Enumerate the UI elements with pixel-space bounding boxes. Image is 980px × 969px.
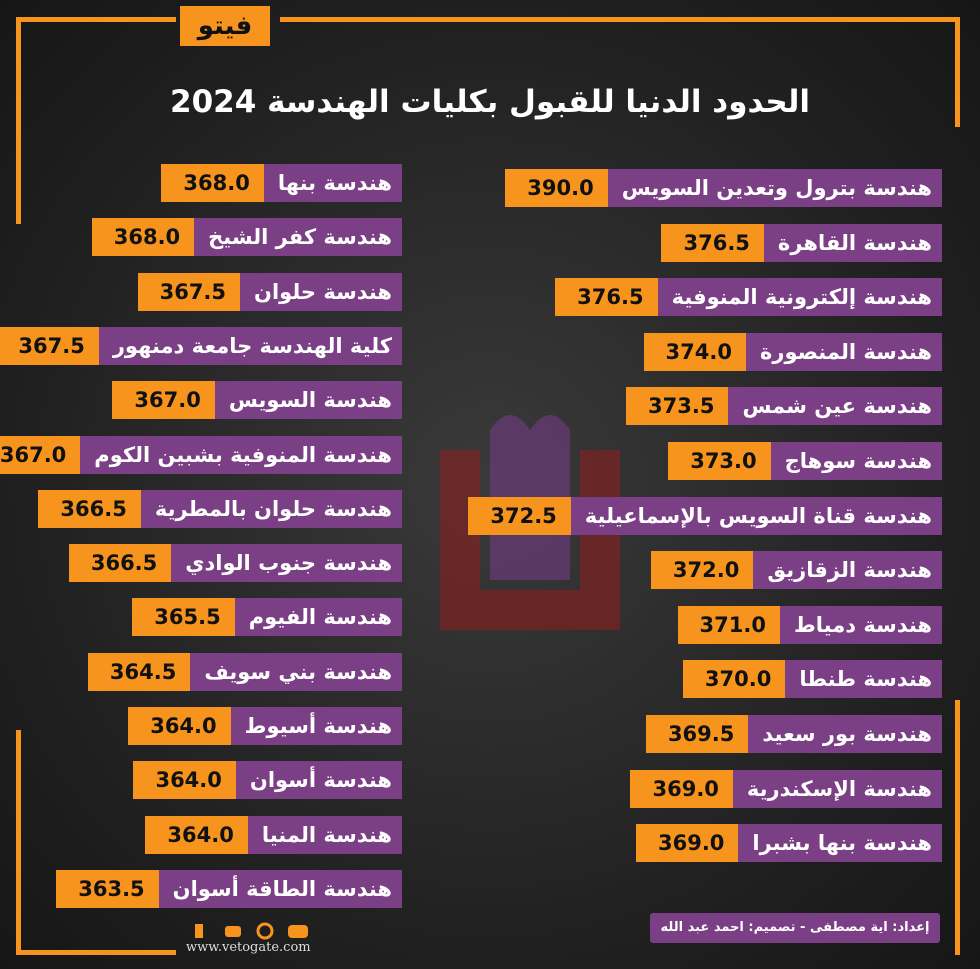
list-row: 367.0 هندسة السويس: [112, 381, 402, 420]
social-icons: [195, 922, 308, 940]
score: 372.5: [468, 496, 571, 535]
score: 369.0: [630, 769, 733, 808]
website: www.vetogate.com: [186, 940, 311, 955]
score: 363.5: [56, 869, 159, 908]
college-name: هندسة أسوان: [235, 761, 402, 800]
college-name: هندسة سوهاج: [770, 442, 942, 480]
college-name: هندسة المنوفية بشبين الكوم: [80, 435, 402, 474]
score: 364.0: [133, 761, 236, 800]
score: 368.0: [161, 164, 264, 202]
college-name: هندسة قناة السويس بالإسماعيلية: [570, 496, 942, 535]
college-name: هندسة كفر الشيخ: [194, 218, 402, 257]
college-name: هندسة طنطا: [785, 660, 942, 699]
college-name: هندسة أسيوط: [230, 707, 402, 745]
score: 368.0: [91, 218, 195, 257]
college-name: هندسة السويس: [214, 381, 402, 420]
title: الحدود الدنيا للقبول بكليات الهندسة 2024: [170, 84, 810, 120]
watermark: [440, 415, 620, 630]
college-name: كلية الهندسة جامعة دمنهور: [98, 326, 402, 365]
college-name: هندسة دمياط: [779, 605, 942, 644]
frame-line: [955, 17, 960, 127]
college-name: هندسة بور سعيد: [748, 715, 942, 753]
list-row: 374.0 هندسة المنصورة: [643, 332, 942, 371]
list-row: 367.5 كلية الهندسة جامعة دمنهور: [0, 326, 402, 365]
score: 364.0: [128, 707, 231, 745]
score: 367.0: [0, 435, 81, 474]
frame-line: [16, 17, 21, 224]
college-name: هندسة إلكترونية المنوفية: [657, 278, 942, 317]
logo: فيتو: [180, 6, 270, 46]
list-row: 373.0 هندسة سوهاج: [668, 442, 942, 480]
score: 364.0: [145, 815, 248, 854]
score: 364.5: [87, 652, 191, 691]
list-row: 366.5 هندسة حلوان بالمطرية: [38, 489, 402, 528]
score: 370.0: [682, 660, 786, 699]
list-row: 363.5 هندسة الطاقة أسوان: [56, 869, 402, 908]
score: 369.5: [645, 715, 749, 753]
score: 367.0: [112, 381, 215, 420]
list-row: 365.5 هندسة الفيوم: [132, 598, 402, 637]
list-row: 369.0 هندسة الإسكندرية: [630, 769, 942, 808]
list-row: 376.5 هندسة إلكترونية المنوفية: [555, 278, 942, 317]
college-name: هندسة الزقازيق: [753, 551, 942, 590]
score: 371.0: [677, 605, 780, 644]
score: 367.5: [137, 272, 241, 311]
list-row: 364.0 هندسة أسوان: [133, 761, 402, 800]
score: 390.0: [505, 169, 608, 207]
list-row: 364.5 هندسة بني سويف: [87, 652, 402, 691]
frame-line: [16, 950, 176, 955]
college-name: هندسة المنصورة: [745, 332, 942, 371]
credits: إعداد: اية مصطفى - تصميم: احمد عبد الله: [650, 913, 940, 943]
list-row: 390.0 هندسة بترول وتعدين السويس: [505, 169, 942, 207]
college-name: هندسة بنها بشبرا: [738, 824, 942, 863]
list-row: 372.5 هندسة قناة السويس بالإسماعيلية: [468, 496, 942, 535]
college-name: هندسة بترول وتعدين السويس: [607, 169, 942, 207]
college-name: هندسة جنوب الوادي: [171, 544, 402, 583]
score: 374.0: [643, 332, 746, 371]
college-name: هندسة الطاقة أسوان: [158, 869, 402, 908]
frame-line: [280, 17, 960, 22]
score: 365.5: [132, 598, 235, 637]
score: 376.5: [555, 278, 658, 317]
list-row: 371.0 هندسة دمياط: [677, 605, 942, 644]
college-name: هندسة عين شمس: [728, 387, 942, 426]
score: 367.5: [0, 326, 99, 365]
list-row: 369.0 هندسة بنها بشبرا: [635, 824, 942, 863]
score: 373.5: [626, 387, 729, 426]
score: 366.5: [68, 544, 172, 583]
list-row: 368.0 هندسة بنها: [161, 164, 402, 202]
list-row: 364.0 هندسة أسيوط: [128, 707, 402, 745]
score: 376.5: [661, 223, 764, 262]
college-name: هندسة القاهرة: [763, 223, 942, 262]
list-row: 367.0 هندسة المنوفية بشبين الكوم: [0, 435, 402, 474]
list-row: 370.0 هندسة طنطا: [682, 660, 942, 699]
college-name: هندسة حلوان بالمطرية: [140, 489, 402, 528]
score: 369.0: [635, 824, 739, 863]
list-row: 373.5 هندسة عين شمس: [626, 387, 942, 426]
list-row: 376.5 هندسة القاهرة: [661, 223, 942, 262]
score: 366.5: [38, 489, 141, 528]
score: 373.0: [668, 442, 771, 480]
college-name: هندسة الإسكندرية: [732, 769, 942, 808]
college-name: هندسة حلوان: [240, 272, 402, 311]
frame-line: [16, 17, 176, 22]
list-row: 368.0 هندسة كفر الشيخ: [91, 218, 402, 257]
college-name: هندسة المنيا: [247, 815, 402, 854]
college-name: هندسة بنها: [263, 164, 402, 202]
frame-line: [955, 700, 960, 955]
score: 372.0: [650, 551, 754, 590]
college-name: هندسة الفيوم: [234, 598, 402, 637]
list-row: 372.0 هندسة الزقازيق: [650, 551, 942, 590]
college-name: هندسة بني سويف: [190, 652, 402, 691]
list-row: 364.0 هندسة المنيا: [145, 815, 402, 854]
frame-line: [16, 730, 21, 955]
list-row: 366.5 هندسة جنوب الوادي: [68, 544, 402, 583]
list-row: 369.5 هندسة بور سعيد: [645, 715, 942, 753]
list-row: 367.5 هندسة حلوان: [137, 272, 402, 311]
